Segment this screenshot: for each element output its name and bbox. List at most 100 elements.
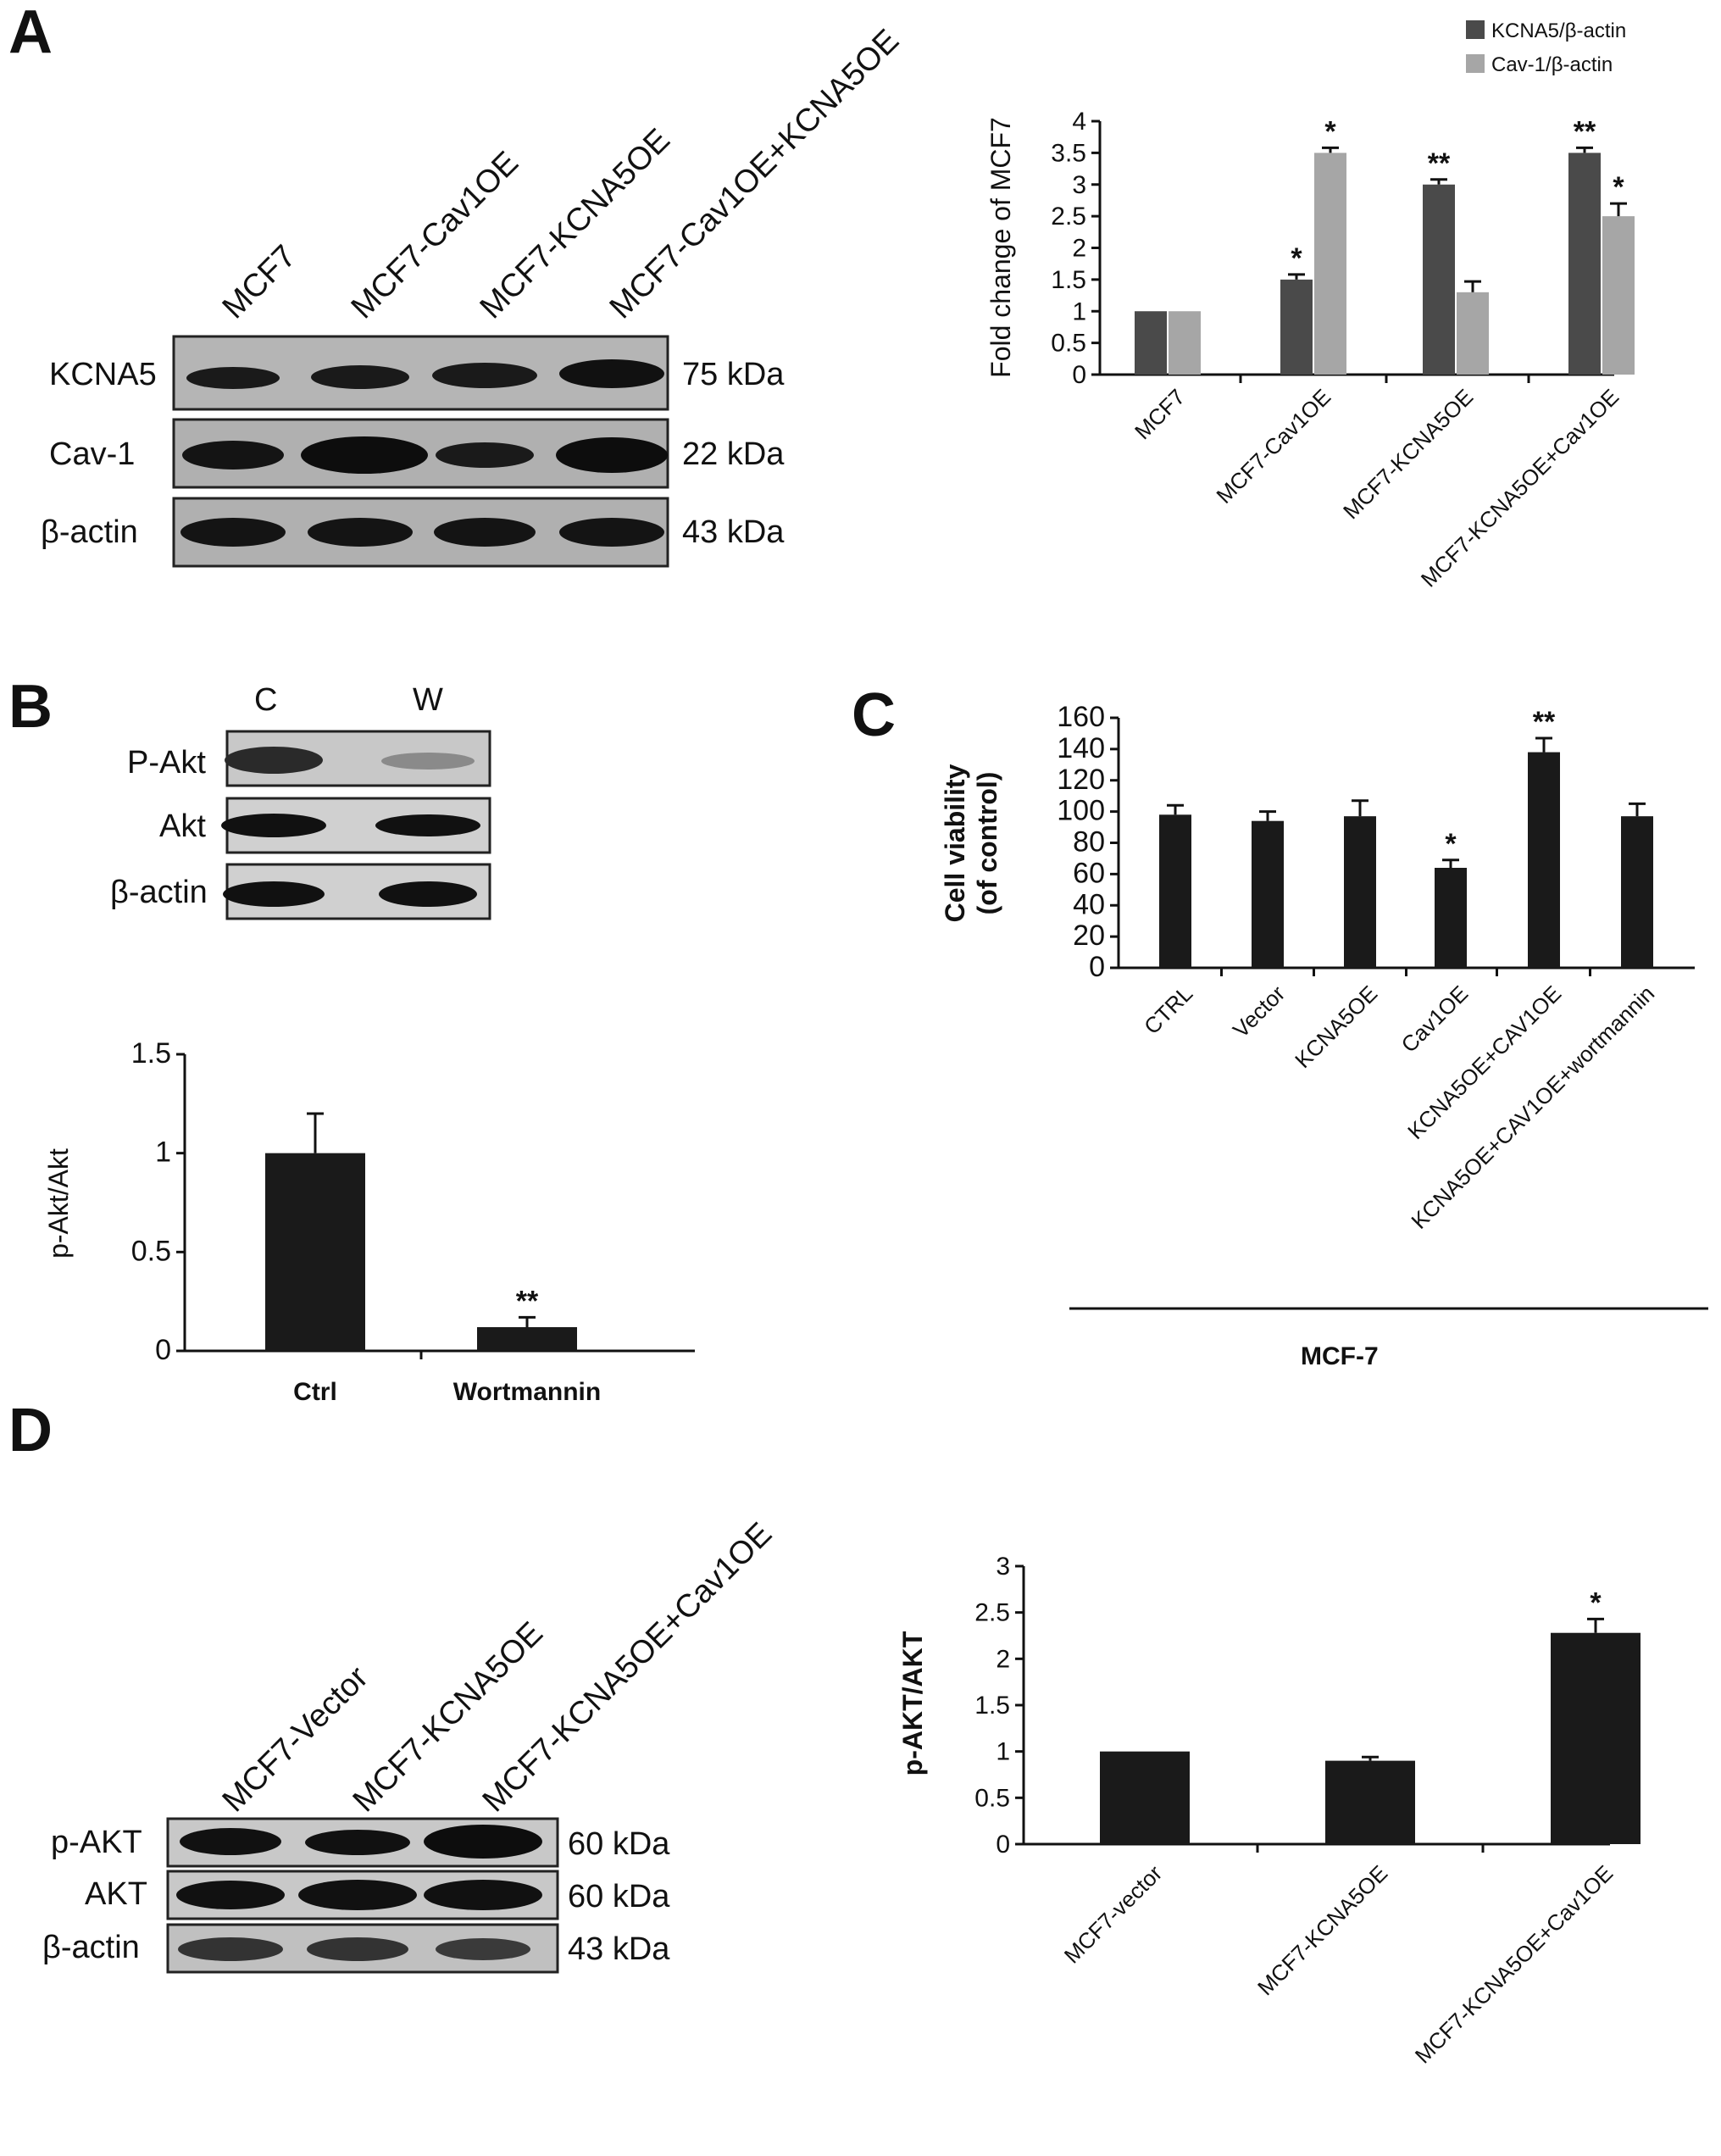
y-tick-label: 0 <box>996 1831 1010 1859</box>
y-axis-label: Cell viability <box>940 764 970 922</box>
bar <box>1568 153 1601 375</box>
blot-d-kda-actin: 43 kDa <box>568 1931 670 1967</box>
y-tick-label: 1 <box>155 1136 171 1169</box>
x-tick-label: MCF7-KCNA5OE+Cav1OE <box>1410 1860 1618 2068</box>
y-tick-label: 1.5 <box>974 1692 1010 1720</box>
blot-b: C W P-Akt Akt β-actin <box>110 682 491 920</box>
blot-a-row-label-actin: β-actin <box>41 514 138 550</box>
legend-swatch <box>1466 20 1485 39</box>
significance-label: ** <box>516 1285 539 1317</box>
y-tick-label: 4 <box>1072 108 1086 136</box>
blot-band <box>307 1937 408 1961</box>
blot-band <box>556 437 668 473</box>
y-tick-label: 2 <box>1072 235 1086 263</box>
legend-label: Cav-1/β-actin <box>1491 53 1613 76</box>
bar <box>1602 216 1635 375</box>
blot-b-lane-c: C <box>254 682 277 718</box>
blot-band <box>221 814 326 837</box>
bar <box>1169 311 1201 375</box>
y-tick-label: 160 <box>1057 701 1105 733</box>
blot-band <box>308 518 413 547</box>
significance-label: * <box>1324 115 1336 147</box>
blot-band <box>298 1880 417 1910</box>
blot-band <box>432 363 537 388</box>
legend-label: KCNA5/β-actin <box>1491 19 1626 42</box>
chart-b: 0 0.5 1 1.5 p-Akt/Akt ** Ctrl Wortmannin <box>43 1037 695 1406</box>
bar <box>1100 1751 1190 1844</box>
x-tick-label: KCNA5OE+CAV1OE <box>1402 981 1566 1144</box>
blot-a-kda-kcna5: 75 kDa <box>682 357 785 392</box>
y-tick-label: 40 <box>1073 888 1105 920</box>
blot-b-row-label-actin: β-actin <box>110 875 208 910</box>
bar <box>1621 816 1653 968</box>
x-tick-label: MCF7 <box>1130 384 1190 444</box>
bar <box>1344 816 1376 968</box>
y-tick-label: 2 <box>996 1645 1010 1673</box>
bar <box>1159 814 1191 968</box>
blot-d-row-label-pakt: p-AKT <box>51 1825 142 1860</box>
bar <box>1551 1632 1641 1844</box>
panel-letter-b: B <box>8 673 53 741</box>
y-tick-label: 3 <box>996 1553 1010 1581</box>
bar <box>1325 1760 1415 1844</box>
blot-band <box>381 753 475 770</box>
y-tick-label: 100 <box>1057 795 1105 827</box>
blot-b-lane-w: W <box>413 682 443 718</box>
y-tick-label: 60 <box>1073 857 1105 889</box>
bar <box>1423 184 1455 375</box>
significance-label: * <box>1291 242 1302 275</box>
blot-b-row-label-pakt: P-Akt <box>127 745 206 781</box>
blot-d-row-label-actin: β-actin <box>42 1930 140 1965</box>
blot-a-kda-cav1: 22 kDa <box>682 436 785 472</box>
y-tick-label: 0 <box>1072 361 1086 389</box>
x-tick-label: Wortmannin <box>453 1378 601 1406</box>
y-axis-label: (of control) <box>972 772 1002 915</box>
y-tick-label: 120 <box>1057 764 1105 796</box>
panel-letter-d: D <box>8 1397 53 1464</box>
y-tick-label: 3 <box>1072 171 1086 199</box>
significance-label: ** <box>1428 147 1451 180</box>
y-tick-label: 0.5 <box>131 1235 171 1267</box>
panel-letter-c: C <box>852 681 896 749</box>
blot-band <box>559 359 664 388</box>
y-tick-label: 80 <box>1073 826 1105 859</box>
y-axis-label: p-AKT/AKT <box>897 1631 928 1775</box>
y-tick-label: 1.5 <box>1051 266 1086 294</box>
blot-band <box>375 814 480 836</box>
x-tick-label: MCF7-KCNA5OE <box>1252 1860 1392 2000</box>
blot-a-kda-actin: 43 kDa <box>682 514 785 550</box>
y-tick-label: 3.5 <box>1051 139 1086 167</box>
x-tick-label: MCF7-vector <box>1059 1860 1168 1969</box>
blot-band <box>180 518 286 547</box>
blot-band <box>180 1828 281 1855</box>
blot-band <box>186 367 280 389</box>
x-tick-label: CTRL <box>1139 981 1197 1039</box>
x-tick-label: MCF7-Cav1OE <box>1211 384 1335 508</box>
y-tick-label: 20 <box>1073 920 1105 952</box>
significance-label: * <box>1590 1586 1602 1619</box>
blot-d-kda-akt: 60 kDa <box>568 1879 670 1914</box>
y-tick-label: 2.5 <box>1051 203 1086 231</box>
y-tick-label: 0.5 <box>974 1784 1010 1812</box>
blot-band <box>424 1825 542 1859</box>
blot-d-row-label-akt: AKT <box>85 1876 147 1912</box>
x-tick-label: Cav1OE <box>1396 981 1474 1058</box>
x-tick-label: MCF7-KCNA5OE <box>1338 384 1478 524</box>
blot-band <box>176 1881 285 1909</box>
x-tick-label: Ctrl <box>293 1378 337 1406</box>
blot-a: MCF7 MCF7-Cav1OE MCF7-KCNA5OE MCF7-Cav1O… <box>41 23 906 568</box>
chart-d: 0 0.5 1 1.5 2 2.5 3 p-AKT/AKT * MCF7-vector MCF7-K… <box>897 1553 1641 2069</box>
bar <box>1528 752 1560 968</box>
significance-label: ** <box>1533 706 1556 738</box>
blot-band <box>301 436 428 474</box>
y-axis-label: p-Akt/Akt <box>43 1148 74 1259</box>
bar <box>477 1327 577 1351</box>
blot-band <box>223 881 325 907</box>
bar <box>1435 868 1467 968</box>
blot-band <box>379 881 477 907</box>
bar <box>1280 279 1313 375</box>
bar <box>1252 820 1284 968</box>
